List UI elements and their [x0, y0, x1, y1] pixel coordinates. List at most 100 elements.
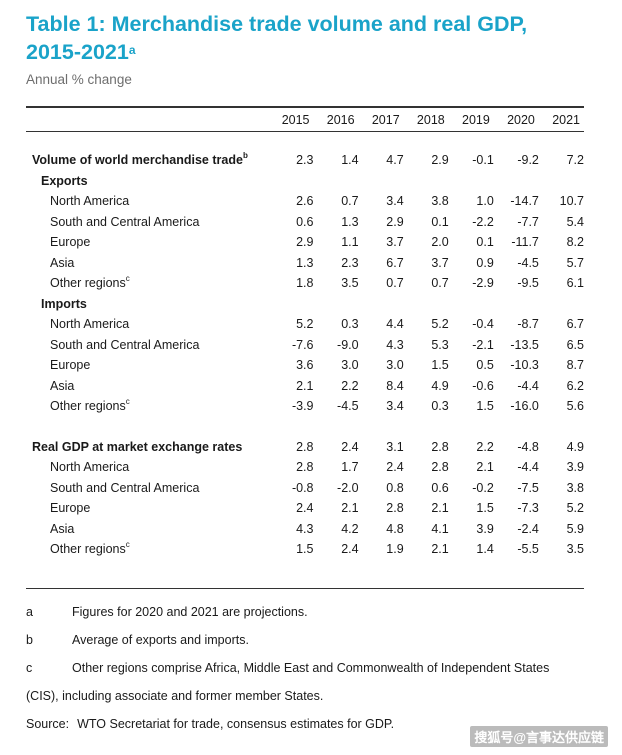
value-cell: 2.2	[476, 439, 494, 454]
value-cell: -2.0	[337, 480, 359, 495]
value-cell: 0.3	[431, 399, 449, 414]
value-cell: 2.9	[431, 153, 449, 168]
value-cell: -14.7	[510, 194, 539, 209]
value-cell	[314, 171, 359, 192]
value-cell	[494, 294, 539, 315]
footnote-marker: b	[242, 151, 248, 161]
value-cell: -5.5	[517, 542, 539, 557]
watermark: 搜狐号@言事达供应链	[470, 726, 608, 747]
value-cell: 2.4	[296, 501, 314, 516]
value-cell: 4.4	[386, 317, 404, 332]
value-cell: -4.5	[517, 255, 539, 270]
value-cell	[359, 171, 404, 192]
value-cell: 4.2	[341, 521, 359, 536]
value-cell: 1.4	[476, 542, 494, 557]
table-subtitle: Annual % change	[26, 72, 132, 87]
row-label: Asia	[26, 519, 268, 540]
table-row: Europe 3.6 3.0 3.0 1.5 0.5 -10.3 8.7	[26, 355, 584, 376]
row-label-text: Other regions	[50, 399, 126, 414]
value-cell	[494, 171, 539, 192]
spacer-cell	[26, 417, 584, 437]
value-cell: -7.3	[517, 501, 539, 516]
value-cell: 4.7	[386, 153, 404, 168]
row-label: Asia	[26, 253, 268, 274]
row-label: Asia	[26, 376, 268, 397]
value-cell: 0.7	[431, 276, 449, 291]
table-row: Asia 1.3 2.3 6.7 3.7 0.9 -4.5 5.7	[26, 253, 584, 274]
value-cell: 3.1	[386, 439, 404, 454]
row-label: Europe	[26, 232, 268, 253]
value-cell: 4.3	[296, 521, 314, 536]
footnote-marker: c	[125, 397, 130, 407]
value-cell: 0.5	[476, 358, 494, 373]
row-label: Exports	[26, 171, 268, 192]
table-row: South and Central America 0.6 1.3 2.9 0.1 -2.…	[26, 212, 584, 233]
value-cell: 3.8	[566, 480, 584, 495]
value-cell: 0.8	[386, 480, 404, 495]
value-cell: 4.9	[566, 439, 584, 454]
value-cell: 2.8	[431, 439, 449, 454]
value-cell: 1.4	[341, 153, 359, 168]
table-row: Other regionsc -3.9 -4.5 3.4 0.3 1.5 -16.0 5.6	[26, 396, 584, 417]
value-cell: 0.6	[296, 214, 314, 229]
value-cell: 0.7	[386, 276, 404, 291]
value-cell	[539, 294, 584, 315]
value-cell: -0.1	[472, 153, 494, 168]
row-label: South and Central America	[26, 478, 268, 499]
value-cell: -7.7	[517, 214, 539, 229]
value-cell: 2.8	[296, 460, 314, 475]
value-cell: 8.4	[386, 378, 404, 393]
value-cell: 0.6	[431, 480, 449, 495]
value-cell: 2.3	[296, 153, 314, 168]
footnote-key: b	[26, 633, 33, 647]
value-cell: 2.9	[296, 235, 314, 250]
value-cell: 1.5	[431, 358, 449, 373]
year-header-2018: 2018	[416, 112, 445, 127]
table-title: Table 1: Merchandise trade volume and re…	[26, 10, 606, 66]
value-cell: 6.2	[566, 378, 584, 393]
row-label: North America	[26, 457, 268, 478]
value-cell: -4.4	[517, 378, 539, 393]
top-rule	[26, 106, 584, 108]
table-row: Real GDP at market exchange rates 2.8 2.4 3…	[26, 437, 584, 458]
value-cell: 0.1	[476, 235, 494, 250]
title-line-1: Table 1: Merchandise trade volume and re…	[26, 12, 528, 36]
value-cell: 1.9	[386, 542, 404, 557]
value-cell: -0.6	[472, 378, 494, 393]
table-row: Other regionsc 1.8 3.5 0.7 0.7 -2.9 -9.5 6.1	[26, 273, 584, 294]
value-cell	[268, 171, 313, 192]
table-row: South and Central America -0.8 -2.0 0.8 0.6 -…	[26, 478, 584, 499]
value-cell	[449, 171, 494, 192]
value-cell: 4.1	[431, 521, 449, 536]
row-label-text: South and Central America	[50, 214, 200, 229]
value-cell: -4.8	[517, 439, 539, 454]
value-cell: -11.7	[511, 235, 539, 250]
value-cell	[314, 294, 359, 315]
value-cell: 3.0	[386, 358, 404, 373]
value-cell: -10.3	[510, 358, 539, 373]
year-header-2015: 2015	[281, 112, 310, 127]
row-label-text: Exports	[41, 173, 88, 188]
row-label: North America	[26, 191, 268, 212]
row-label-text: Europe	[50, 235, 91, 250]
row-label: Other regionsc	[26, 396, 268, 417]
table-row: North America 5.2 0.3 4.4 5.2 -0.4 -8.7 6.7	[26, 314, 584, 335]
value-cell: -4.5	[337, 399, 359, 414]
value-cell: -2.2	[472, 214, 494, 229]
year-header-2020: 2020	[507, 112, 535, 127]
data-table: Volume of world merchandise tradeb 2.3 1.4…	[26, 150, 584, 560]
value-cell	[359, 294, 404, 315]
table-row: Exports	[26, 171, 584, 192]
row-label: Other regionsc	[26, 539, 268, 560]
row-label-text: Volume of world merchandise trade	[32, 153, 243, 168]
row-label-text: Imports	[41, 296, 87, 311]
row-label: Other regionsc	[26, 273, 268, 294]
row-label: Volume of world merchandise tradeb	[26, 150, 268, 171]
value-cell: 4.3	[386, 337, 404, 352]
source-note: Source: WTO Secretariat for trade, consen…	[26, 717, 394, 731]
value-cell: 5.2	[296, 317, 314, 332]
value-cell: 8.7	[566, 358, 584, 373]
value-cell: -16.0	[510, 399, 539, 414]
value-cell: 0.7	[341, 194, 359, 209]
title-line-2: 2015-2021	[26, 40, 129, 64]
